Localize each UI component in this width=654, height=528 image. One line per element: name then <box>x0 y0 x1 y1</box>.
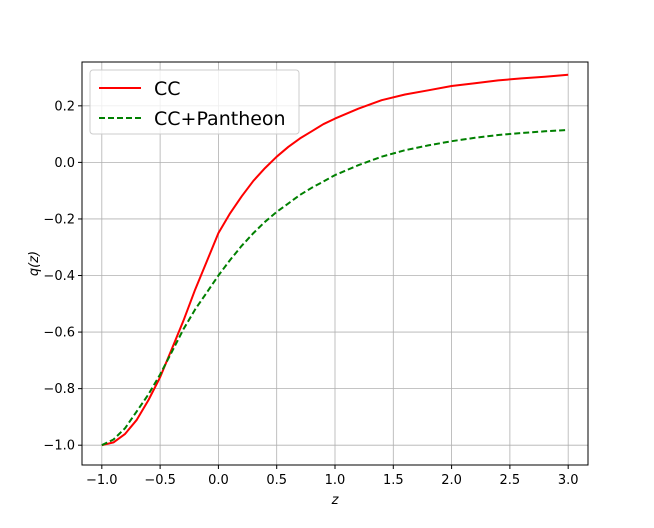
x-tick-label: 0.5 <box>266 473 287 488</box>
series-layer <box>101 73 569 447</box>
legend: CC CC+Pantheon <box>89 69 300 135</box>
x-tick-label: 1.5 <box>383 473 404 488</box>
series-line-0 <box>101 73 569 447</box>
y-axis-label: q(z) <box>27 251 42 276</box>
x-ticks: −1.0 −0.5 0.0 0.5 1.0 1.5 2.0 2.5 3.0 <box>86 465 579 488</box>
y-tick-label: −0.6 <box>43 326 75 341</box>
x-axis-label: z <box>331 493 340 508</box>
y-tick-label: 0.2 <box>54 99 75 114</box>
series-line-1 <box>101 128 569 447</box>
y-tick-label: −0.8 <box>43 382 75 397</box>
legend-box <box>89 69 300 135</box>
x-tick-label: 2.0 <box>441 473 462 488</box>
x-tick-label: 0.0 <box>208 473 229 488</box>
x-tick-label: 2.5 <box>500 473 521 488</box>
y-ticks: −1.0 −0.8 −0.6 −0.4 −0.2 0.0 0.2 <box>43 99 82 454</box>
x-tick-label: 3.0 <box>558 473 579 488</box>
y-tick-label: −0.2 <box>43 212 75 227</box>
x-tick-label: 1.0 <box>325 473 346 488</box>
y-tick-label: −0.4 <box>43 269 75 284</box>
x-tick-label: −0.5 <box>144 473 176 488</box>
x-tick-label: −1.0 <box>86 473 118 488</box>
legend-label-cc: CC <box>154 78 181 100</box>
y-tick-label: −1.0 <box>43 439 75 454</box>
y-tick-label: 0.0 <box>54 156 75 171</box>
legend-label-cc-pantheon: CC+Pantheon <box>154 108 286 130</box>
